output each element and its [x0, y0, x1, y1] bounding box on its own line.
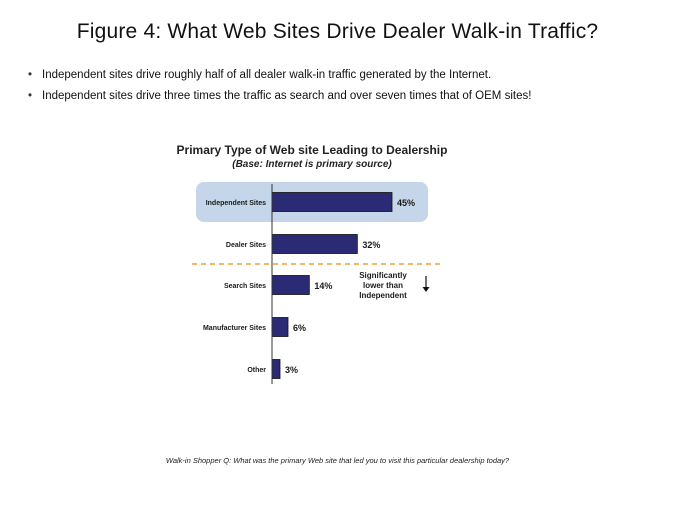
- category-label: Manufacturer Sites: [203, 325, 266, 332]
- bar: [271, 234, 358, 254]
- chart-title: Primary Type of Web site Leading to Deal…: [176, 143, 448, 157]
- down-arrow-icon: [422, 287, 430, 292]
- bullet-item: Independent sites drive roughly half of …: [28, 68, 531, 82]
- value-label: 6%: [293, 323, 306, 333]
- bullet-item: Independent sites drive three times the …: [28, 89, 531, 103]
- figure-title: Figure 4: What Web Sites Drive Dealer Wa…: [76, 20, 599, 43]
- annotation-text: Significantly: [359, 271, 407, 280]
- annotation-text: Independent: [359, 291, 407, 300]
- category-label: Search Sites: [224, 283, 266, 290]
- category-label: Dealer Sites: [226, 242, 266, 249]
- bar: [271, 317, 289, 337]
- value-label: 14%: [314, 281, 332, 291]
- category-label: Independent Sites: [206, 200, 266, 207]
- annotation-text: lower than: [363, 281, 403, 290]
- chart-subtitle: (Base: Internet is primary source): [232, 159, 392, 170]
- value-label: 3%: [285, 365, 298, 375]
- value-label: 45%: [397, 198, 415, 208]
- value-label: 32%: [362, 240, 380, 250]
- category-label: Other: [247, 367, 266, 374]
- bar: [271, 192, 393, 212]
- footnote: Walk-in Shopper Q: What was the primary …: [165, 456, 510, 465]
- bullet-list: Independent sites drive roughly half of …: [28, 68, 531, 110]
- bar: [271, 275, 310, 295]
- bar: [271, 359, 281, 379]
